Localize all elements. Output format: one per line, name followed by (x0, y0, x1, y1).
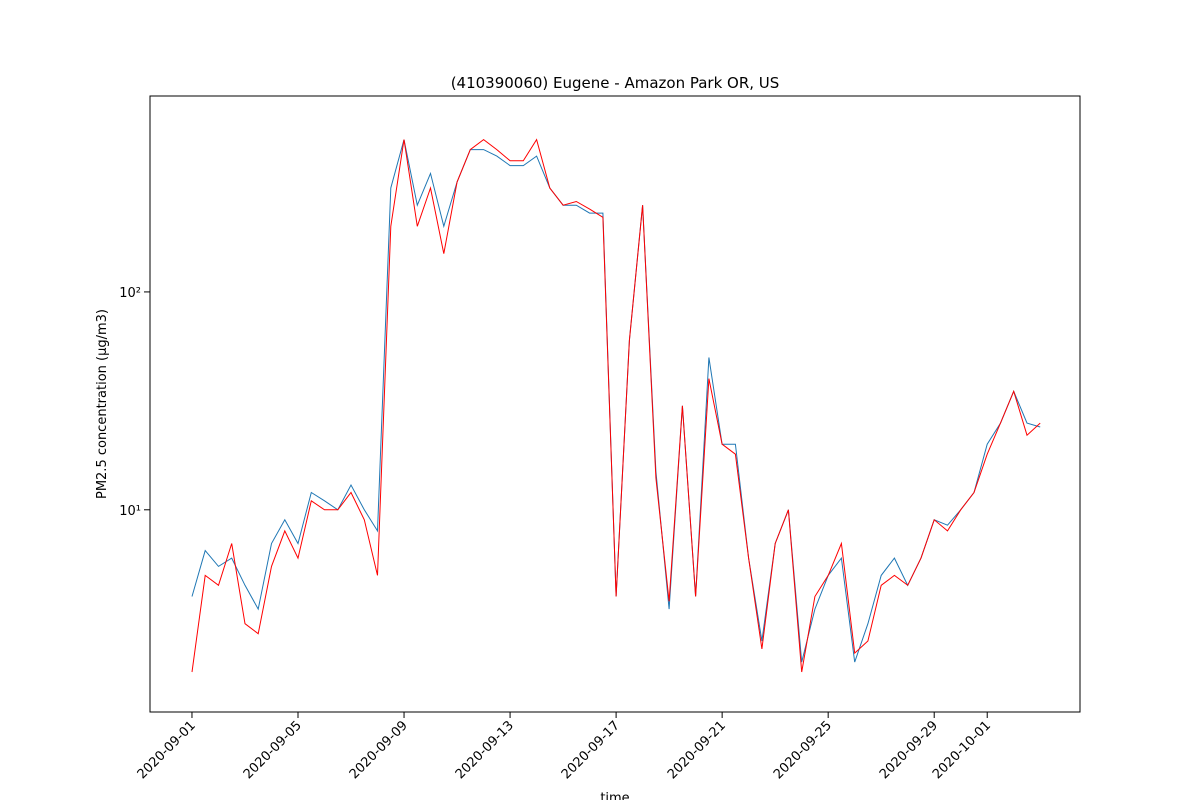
x-tick-label: 2020-09-01 (135, 718, 199, 782)
x-tick-label: 2020-09-13 (453, 718, 517, 782)
y-tick-label: 10¹ (119, 504, 141, 519)
y-axis-label: PM2.5 concentration (µg/m3) (95, 309, 110, 499)
x-tick-label: 2020-09-25 (771, 718, 835, 782)
x-tick-label: 2020-09-05 (241, 718, 305, 782)
plot-frame (149, 95, 1081, 713)
data-line (191, 138, 1041, 673)
chart-title: (410390060) Eugene - Amazon Park OR, US (451, 74, 780, 92)
y-tick-label: 10² (119, 286, 141, 301)
x-axis-label: time (600, 791, 629, 800)
x-tick-label: 2020-09-17 (559, 718, 623, 782)
x-tick-label: 2020-09-21 (665, 718, 729, 782)
x-tick-label: 2020-09-09 (347, 718, 411, 782)
